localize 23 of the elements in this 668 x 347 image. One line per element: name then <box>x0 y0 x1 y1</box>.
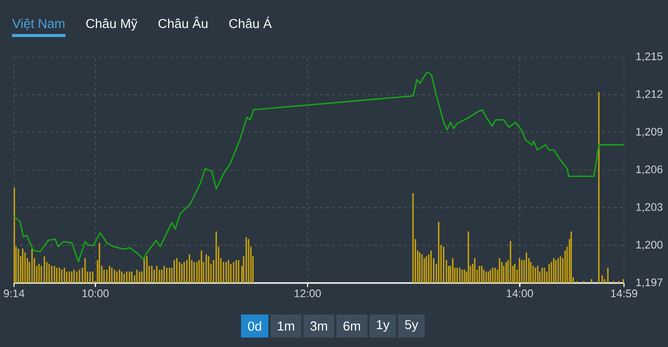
text: 6m <box>344 321 360 331</box>
x-tick-label: 12:00 <box>294 290 321 298</box>
y-tick-label: 1,215 <box>636 52 662 62</box>
text: Châu Âu <box>158 16 208 28</box>
text: 0d <box>248 321 262 331</box>
text: Việt Nam <box>12 18 64 30</box>
y-tick-label: 1,209 <box>636 128 662 137</box>
text: Châu Mỹ <box>86 18 138 31</box>
y-tick-label: 1,212 <box>636 90 662 100</box>
x-tick-label: 9:14 <box>4 290 24 298</box>
x-tick-label: 14:00 <box>506 290 533 298</box>
text: 3m <box>310 321 328 331</box>
x-tick-label: 14:59 <box>611 290 638 298</box>
y-tick-label: 1,200 <box>636 240 663 250</box>
y-tick-label: 1,206 <box>636 165 662 175</box>
y-tick-label: 1,203 <box>636 203 662 212</box>
text: 1m <box>278 322 294 330</box>
y-tick-label: 1,197 <box>636 278 662 288</box>
text: 5y <box>405 320 418 332</box>
x-tick-label: 10:00 <box>82 290 109 298</box>
line-series <box>13 71 625 262</box>
text: 1y <box>376 320 390 332</box>
text: Châu Á <box>229 16 272 28</box>
